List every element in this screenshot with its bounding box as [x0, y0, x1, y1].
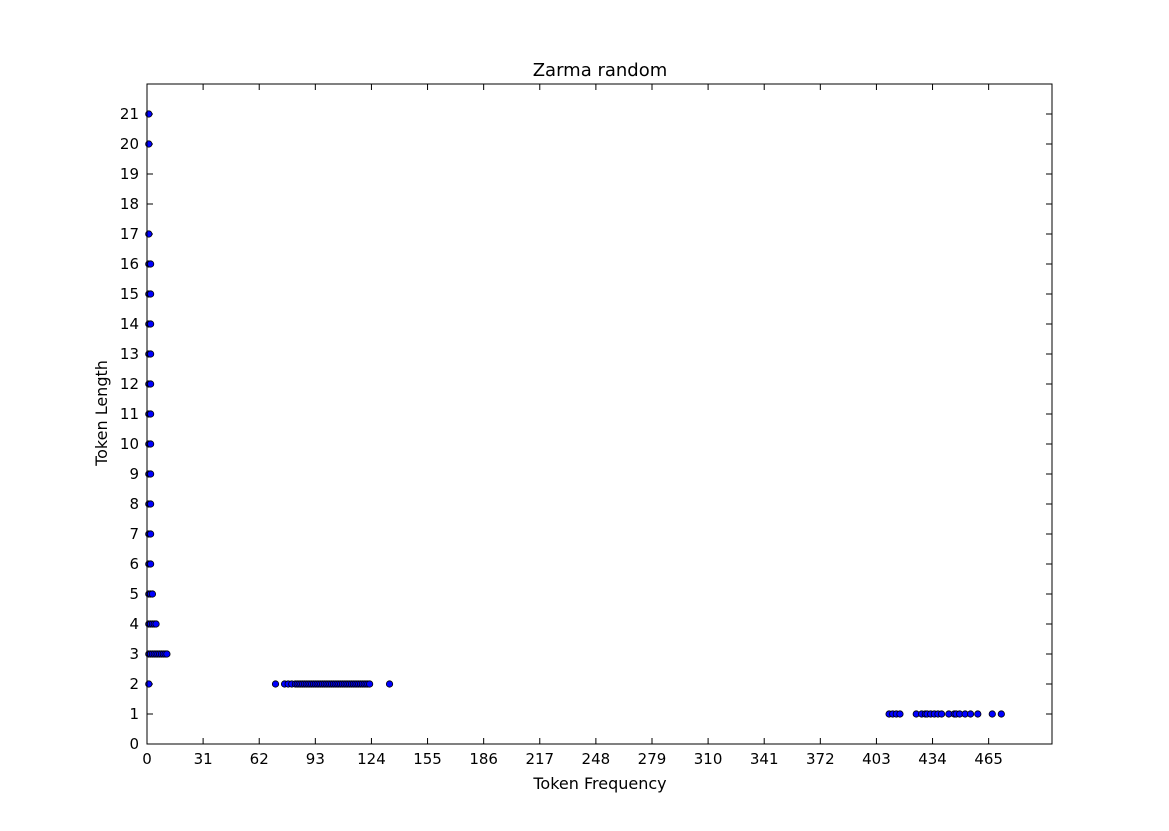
y-tick-label: 9 — [129, 465, 139, 483]
y-tick-label: 20 — [120, 135, 139, 153]
y-tick-label: 1 — [129, 705, 139, 723]
data-point — [147, 560, 155, 568]
y-axis-label: Token Length — [92, 360, 111, 467]
y-tick-label: 3 — [129, 645, 139, 663]
data-point — [997, 710, 1005, 718]
x-tick-label: 279 — [638, 750, 667, 768]
x-axis-label: Token Frequency — [532, 774, 666, 793]
x-tick-label: 310 — [694, 750, 723, 768]
data-point — [147, 350, 155, 358]
y-tick-label: 7 — [129, 525, 139, 543]
data-point — [147, 290, 155, 298]
y-tick-label: 11 — [120, 405, 139, 423]
y-tick-label: 5 — [129, 585, 139, 603]
y-tick-label: 2 — [129, 675, 139, 693]
data-point — [148, 590, 157, 598]
x-tick-label: 403 — [862, 750, 891, 768]
y-tick-label: 8 — [129, 495, 139, 513]
y-tick-label: 21 — [120, 105, 139, 123]
x-tick-label: 31 — [194, 750, 213, 768]
y-tick-label: 16 — [120, 255, 139, 273]
chart-title: Zarma random — [533, 60, 668, 81]
data-point — [147, 410, 155, 418]
data-point — [147, 320, 155, 328]
axis-ticks: 0 31 62 93 124 155 186 217 248 279 310 341 372 403 434… — [120, 84, 1052, 768]
data-point — [937, 710, 946, 718]
data-point — [147, 470, 155, 478]
data-point — [147, 500, 155, 508]
y-tick-label: 10 — [120, 435, 139, 453]
data-point — [147, 440, 155, 448]
y-tick-label: 12 — [120, 375, 139, 393]
x-tick-label: 372 — [806, 750, 835, 768]
x-tick-label: 155 — [413, 750, 442, 768]
x-tick-label: 93 — [306, 750, 325, 768]
y-tick-label: 4 — [129, 615, 139, 633]
x-tick-label: 465 — [974, 750, 1003, 768]
x-tick-label: 248 — [582, 750, 611, 768]
x-tick-label: 0 — [142, 750, 152, 768]
data-point — [966, 710, 975, 718]
data-point — [385, 680, 394, 688]
plot-area-frame — [146, 83, 1053, 745]
x-tick-label: 341 — [750, 750, 779, 768]
y-tick-label: 0 — [129, 735, 139, 753]
y-tick-label: 17 — [120, 225, 139, 243]
y-tick-label: 18 — [120, 195, 139, 213]
x-tick-label: 186 — [469, 750, 498, 768]
y-tick-label: 15 — [120, 285, 139, 303]
x-tick-label: 434 — [918, 750, 947, 768]
data-point — [271, 680, 280, 688]
x-tick-label: 62 — [250, 750, 269, 768]
y-tick-label: 19 — [120, 165, 139, 183]
x-tick-label: 124 — [357, 750, 386, 768]
data-point — [988, 710, 996, 718]
data-point — [152, 620, 160, 628]
data-point — [147, 260, 155, 268]
data-points — [145, 110, 1005, 718]
x-tick-label: 217 — [525, 750, 554, 768]
data-point — [163, 650, 171, 658]
y-tick-label: 13 — [120, 345, 139, 363]
data-point — [896, 710, 904, 718]
y-tick-label: 6 — [129, 555, 139, 573]
y-tick-label: 14 — [120, 315, 139, 333]
data-point — [147, 380, 155, 388]
data-point — [366, 680, 374, 688]
data-point — [147, 530, 155, 538]
data-point — [974, 710, 982, 718]
